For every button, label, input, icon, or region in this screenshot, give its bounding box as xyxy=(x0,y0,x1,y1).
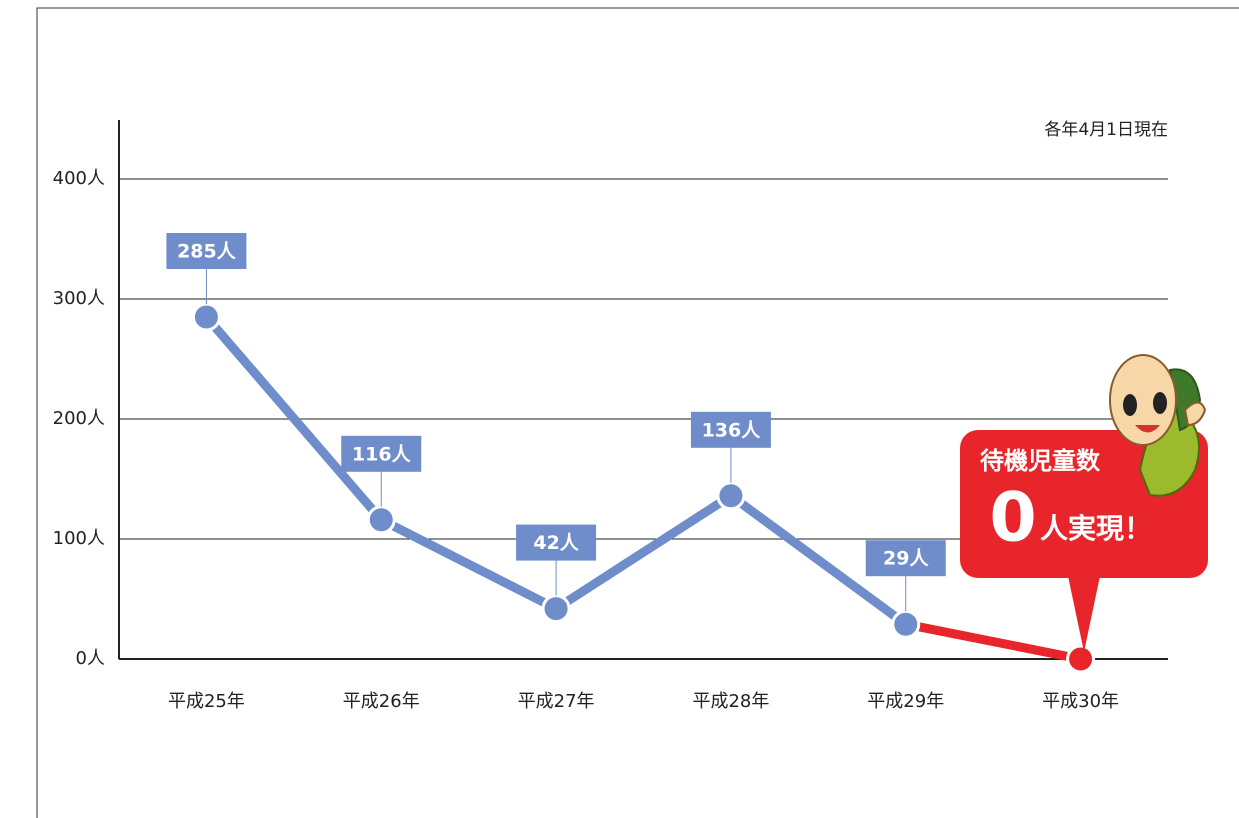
y-tick-label: 0人 xyxy=(76,648,105,669)
line-segment xyxy=(906,624,1081,659)
y-tick-label: 400人 xyxy=(53,168,105,189)
point xyxy=(368,507,394,533)
value-label: 136人 xyxy=(702,419,762,441)
point xyxy=(543,596,569,622)
callout-number: 0 xyxy=(989,479,1036,558)
y-tick-label: 200人 xyxy=(53,408,105,429)
point xyxy=(893,611,919,637)
point xyxy=(1068,646,1094,672)
x-tick-label: 平成30年 xyxy=(1042,691,1119,712)
y-tick-label: 300人 xyxy=(53,288,105,309)
point xyxy=(718,483,744,509)
chart: 各年4月1日現在 0人 100人 200人 300人 400人平成25年 平成26年 平成2… xyxy=(0,0,1239,818)
x-tick-label: 平成25年 xyxy=(168,691,245,712)
callout: 待機児童数 0 人実現！ xyxy=(960,355,1208,652)
callout-title: 待機児童数 xyxy=(980,447,1101,475)
value-label: 29人 xyxy=(883,548,929,570)
callout-tail xyxy=(1068,576,1100,652)
note: 各年4月1日現在 xyxy=(1044,120,1168,140)
line-segment xyxy=(206,317,381,520)
point xyxy=(193,304,219,330)
label-layer: 285人 116人 42人 136人 29人 xyxy=(166,233,945,611)
x-tick-label: 平成27年 xyxy=(518,691,595,712)
line-layer xyxy=(193,304,1093,672)
value-label: 42人 xyxy=(533,532,579,554)
value-label: 116人 xyxy=(352,443,412,465)
y-tick-label: 100人 xyxy=(53,528,105,549)
x-tick-label: 平成29年 xyxy=(867,691,944,712)
value-label: 285人 xyxy=(177,241,237,263)
callout-suffix: 人実現！ xyxy=(1040,512,1152,545)
x-tick-label: 平成26年 xyxy=(343,691,420,712)
x-tick-label: 平成28年 xyxy=(692,691,769,712)
